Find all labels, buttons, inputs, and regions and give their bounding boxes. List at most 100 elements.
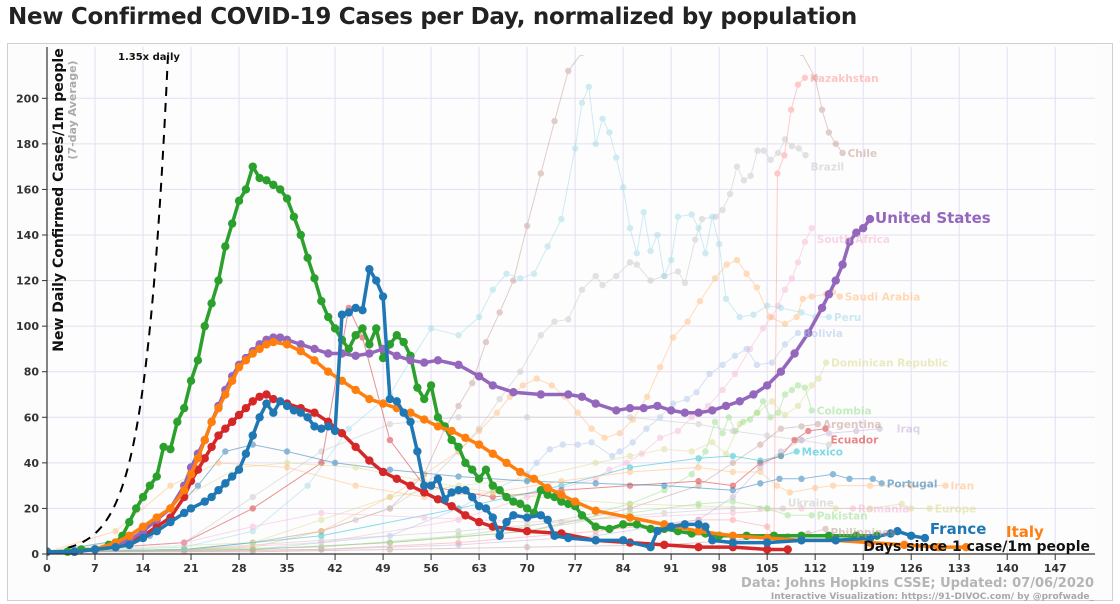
data-point	[207, 417, 216, 427]
data-point	[455, 541, 462, 549]
data-point	[661, 482, 668, 489]
data-point	[865, 214, 875, 224]
y-tick-label: 60	[24, 411, 40, 424]
data-point	[831, 536, 840, 545]
data-point	[694, 542, 703, 552]
data-point	[866, 482, 874, 489]
data-point	[616, 448, 623, 455]
data-point	[786, 489, 793, 496]
data-point	[510, 277, 517, 284]
data-point	[234, 410, 244, 420]
data-point	[454, 360, 463, 370]
data-point	[275, 185, 285, 194]
data-point	[688, 471, 695, 478]
data-point	[852, 228, 861, 237]
data-point	[345, 425, 352, 432]
data-point	[613, 272, 620, 280]
series-label-iran: Iran	[950, 481, 974, 493]
data-point	[509, 511, 518, 520]
data-point	[269, 394, 278, 404]
data-point	[455, 402, 462, 410]
data-point	[733, 256, 741, 264]
series-label-iraq: Iraq	[897, 424, 921, 436]
data-point	[427, 325, 435, 332]
data-point	[489, 489, 497, 496]
data-point	[592, 480, 599, 487]
data-point	[262, 176, 271, 185]
data-point	[626, 452, 634, 460]
data-point	[592, 272, 599, 280]
data-point	[934, 542, 943, 552]
x-tick-label: 112	[804, 562, 827, 575]
data-point	[152, 472, 161, 481]
series-label-dominican-republic: Dominican Republic	[831, 358, 948, 370]
data-point	[702, 250, 709, 257]
data-point	[200, 321, 209, 331]
data-point	[801, 238, 809, 246]
data-point	[729, 493, 737, 501]
data-point	[523, 477, 531, 485]
data-point	[876, 425, 883, 432]
data-point	[546, 445, 553, 453]
data-point	[551, 117, 558, 125]
data-point	[455, 332, 462, 339]
data-point	[688, 211, 695, 218]
reference-line-label: 1.35x daily	[118, 52, 180, 63]
series-iraq	[47, 425, 883, 555]
y-axis-label: New Daily Confirmed Cases/1m people	[51, 48, 67, 351]
data-point	[337, 429, 347, 438]
y-tick-label: 40	[24, 457, 40, 470]
data-point	[557, 497, 566, 506]
data-point	[942, 482, 949, 489]
data-point	[845, 237, 854, 247]
data-point	[794, 329, 802, 337]
data-point	[811, 484, 819, 492]
data-point	[502, 517, 511, 527]
data-point	[530, 270, 538, 277]
data-point	[753, 284, 761, 291]
data-point	[90, 545, 100, 554]
data-point	[523, 493, 531, 501]
data-point	[558, 482, 565, 489]
data-point	[762, 545, 772, 554]
data-point	[721, 401, 731, 411]
data-point	[474, 517, 484, 527]
y-tick-label: 0	[31, 548, 39, 561]
data-point	[406, 481, 415, 490]
data-point	[691, 236, 699, 243]
data-point	[386, 539, 394, 546]
data-point	[221, 479, 230, 488]
x-tick-label: 77	[567, 562, 582, 575]
data-point	[694, 520, 703, 529]
data-point	[723, 261, 730, 268]
data-point	[794, 81, 802, 88]
data-point	[722, 295, 730, 303]
data-point	[214, 276, 223, 285]
data-point	[808, 293, 815, 300]
data-point	[878, 480, 885, 487]
data-point	[825, 313, 833, 321]
data-point	[794, 259, 802, 266]
series-ukraine	[47, 505, 787, 555]
data-point	[799, 295, 807, 303]
y-tick-label: 120	[16, 275, 39, 288]
data-point	[794, 382, 802, 389]
data-point	[695, 420, 702, 428]
data-point	[433, 422, 443, 431]
data-point	[574, 409, 582, 416]
data-point	[496, 309, 503, 316]
data-point	[461, 486, 470, 495]
data-point	[413, 383, 422, 392]
data-point	[722, 450, 730, 457]
series-mexico	[47, 448, 800, 555]
data-point	[719, 430, 726, 437]
data-point	[489, 493, 497, 501]
data-point	[344, 308, 353, 317]
data-point	[729, 459, 737, 467]
credits-visualization: Interactive Visualization: https://91-DI…	[771, 592, 1095, 602]
data-point	[447, 501, 456, 511]
data-point	[351, 351, 360, 360]
data-point	[543, 515, 552, 525]
series-label-colombia: Colombia	[817, 405, 872, 417]
data-point	[70, 547, 79, 556]
